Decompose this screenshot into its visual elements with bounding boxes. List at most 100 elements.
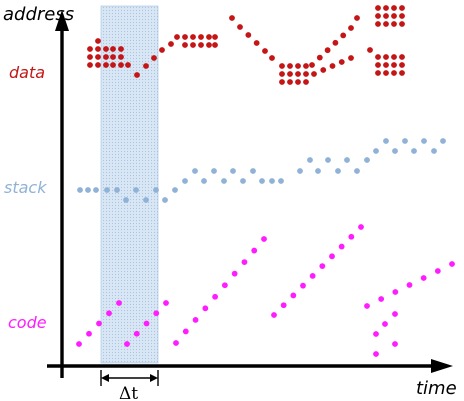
code-access-dot	[382, 321, 388, 327]
stack-access-dot	[373, 148, 379, 154]
data-access-dot	[190, 34, 196, 40]
code-access-dot	[106, 310, 112, 317]
stack-access-dot	[421, 138, 427, 144]
stack-region-label: stack	[4, 178, 47, 197]
stack-access-dot	[344, 157, 350, 163]
data-access-dot	[182, 34, 188, 40]
stack-access-dot	[93, 187, 99, 193]
data-access-dot	[287, 63, 293, 69]
data-access-dot	[399, 70, 405, 76]
stack-access-dot	[431, 148, 437, 154]
y-axis-label: address	[3, 4, 74, 25]
stack-access-dot	[354, 168, 360, 174]
data-access-dot	[338, 59, 345, 65]
data-access-dot	[295, 63, 301, 69]
delta-t-right-arrow	[150, 374, 158, 382]
data-access-dot	[87, 54, 93, 60]
stack-access-dot	[153, 187, 159, 193]
code-access-dot	[319, 263, 326, 270]
code-access-dot	[358, 224, 364, 230]
code-access-dot	[392, 341, 398, 347]
data-access-dot	[332, 39, 339, 46]
data-access-dot	[279, 63, 285, 69]
data-access-dot	[391, 13, 397, 19]
data-access-dot	[329, 63, 336, 69]
data-access-dot	[174, 34, 180, 40]
data-access-dot	[375, 13, 381, 19]
stack-access-dot	[402, 138, 408, 144]
stack-access-dot	[211, 168, 217, 174]
data-access-dot	[303, 71, 309, 77]
code-access-dot	[76, 341, 82, 347]
data-access-dot	[159, 47, 165, 53]
data-access-dot	[399, 13, 405, 19]
code-access-dot	[241, 259, 248, 266]
stack-access-dot	[411, 148, 417, 154]
data-access-dot	[391, 62, 397, 68]
data-access-dot	[383, 13, 389, 19]
code-access-dot	[420, 275, 427, 281]
code-access-dot	[329, 253, 335, 260]
data-access-dot	[110, 46, 116, 52]
stack-access-dot	[315, 168, 321, 174]
data-access-dot	[95, 38, 101, 44]
data-access-dot	[316, 54, 323, 61]
stack-access-dot	[250, 168, 256, 174]
data-access-dot	[383, 70, 389, 76]
data-access-dot	[324, 47, 331, 54]
code-access-dot	[309, 272, 316, 279]
data-access-dot	[168, 41, 174, 47]
data-access-dot	[367, 47, 373, 53]
code-access-dot	[373, 331, 379, 337]
data-access-dot	[269, 55, 275, 61]
stack-access-dot	[269, 178, 275, 184]
data-access-dot	[118, 54, 124, 60]
data-access-dot	[399, 54, 405, 60]
code-access-dot	[434, 268, 441, 274]
code-access-dot	[143, 320, 150, 327]
data-access-dot	[103, 62, 109, 68]
stack-access-dot	[192, 168, 198, 174]
data-access-dot	[295, 79, 301, 85]
data-access-dot	[303, 79, 309, 85]
data-access-dot	[190, 42, 196, 48]
stack-access-dot	[182, 178, 188, 184]
time-window-band	[100, 5, 159, 364]
code-access-dot	[182, 328, 189, 335]
data-access-dot	[354, 15, 360, 21]
data-access-dot	[383, 62, 389, 68]
data-access-dot	[95, 54, 101, 60]
data-access-dot	[182, 42, 188, 48]
code-access-dot	[124, 341, 130, 347]
code-access-dot	[163, 300, 169, 306]
data-access-dot	[262, 48, 268, 54]
stack-access-dot	[325, 157, 331, 163]
data-access-dot	[198, 42, 204, 48]
code-access-dot	[364, 303, 370, 309]
x-axis-label: time	[416, 378, 457, 399]
data-access-dot	[320, 67, 327, 73]
data-access-dot	[375, 54, 381, 60]
data-access-dot	[103, 46, 109, 52]
stack-access-dot	[440, 138, 446, 144]
code-access-dot	[212, 293, 219, 300]
data-access-dot	[245, 32, 252, 38]
data-access-dot	[143, 63, 149, 69]
stack-access-dot	[123, 197, 129, 203]
code-access-dot	[96, 320, 102, 327]
stack-access-dot	[230, 168, 236, 174]
code-access-dot	[373, 351, 379, 357]
data-access-dot	[198, 34, 204, 40]
stack-access-dot	[297, 168, 303, 174]
y-axis-arrowhead	[55, 10, 69, 31]
data-access-dot	[279, 71, 285, 77]
code-access-dot	[133, 330, 140, 337]
data-access-dot	[383, 5, 389, 11]
data-access-dot	[206, 34, 212, 40]
stack-access-dot	[221, 178, 227, 184]
access-dots	[76, 5, 455, 357]
stack-access-dot	[77, 187, 83, 193]
code-access-dot	[392, 289, 399, 295]
code-access-dot	[449, 261, 455, 267]
